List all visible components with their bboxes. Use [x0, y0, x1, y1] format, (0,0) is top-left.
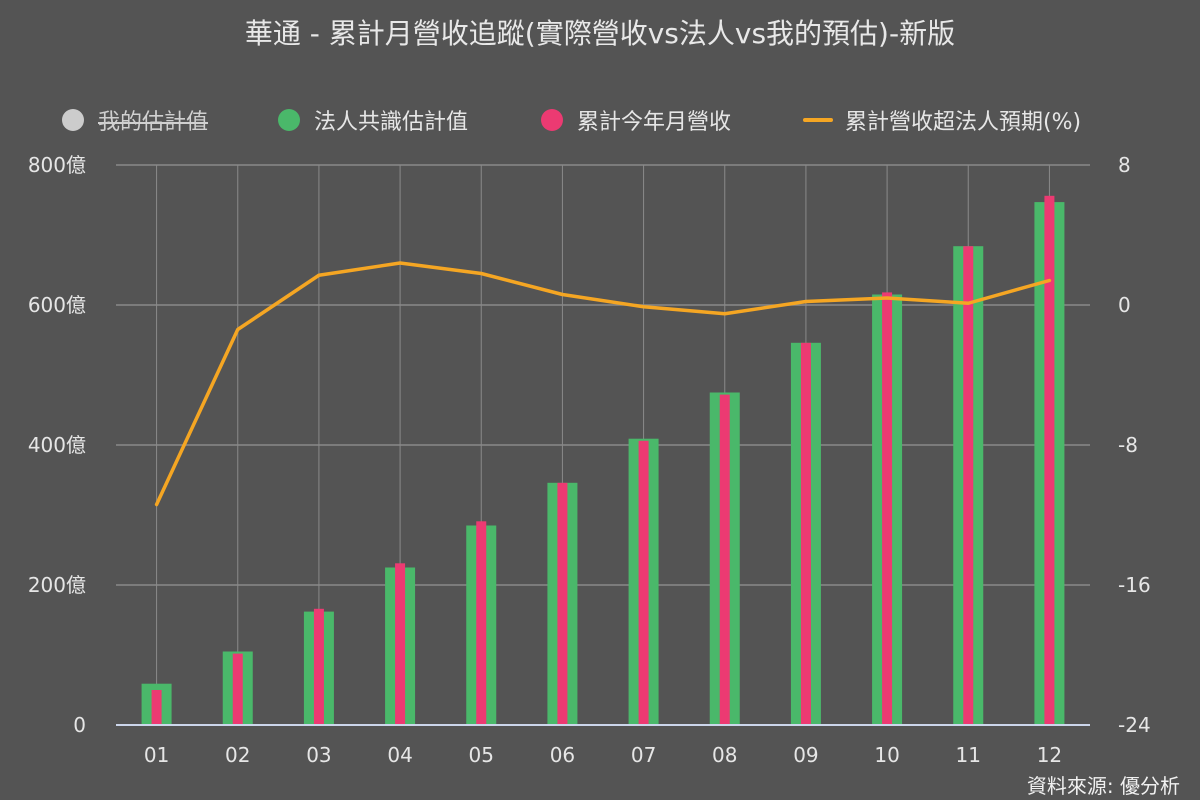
bar-actual-revenue: [476, 521, 487, 725]
legend: 我的估計值 法人共識估計值 累計今年月營收 累計營收超法人預期(%): [0, 104, 1200, 136]
legend-dot-icon: [62, 109, 84, 131]
line-beat-percent: [154, 261, 1052, 507]
bar-actual-revenue: [313, 608, 324, 725]
bar-actual-revenue: [557, 482, 568, 725]
bar-actual-revenue: [963, 246, 974, 725]
legend-label: 我的估計值: [98, 110, 209, 135]
x-axis-tick-label: 08: [712, 743, 737, 767]
right-axis-tick-label: -24: [1118, 713, 1151, 737]
bar-series: [141, 195, 1065, 726]
right-axis-tick-label: -16: [1118, 573, 1151, 597]
right-axis-tick-label: 8: [1118, 153, 1131, 177]
x-axis-tick-label: 11: [956, 743, 981, 767]
x-axis-tick-label: 05: [469, 743, 494, 767]
legend-item-actual-revenue[interactable]: 累計今年月營收: [541, 104, 731, 136]
line-series: [154, 261, 1052, 507]
bar-actual-revenue: [395, 563, 406, 725]
right-axis-tick-label: 0: [1118, 293, 1131, 317]
legend-item-consensus[interactable]: 法人共識估計值: [278, 104, 468, 136]
bar-actual-revenue: [800, 342, 811, 725]
bar-actual-revenue: [1044, 195, 1055, 726]
source-credit: 資料來源: 優分析: [1026, 774, 1180, 798]
x-axis-tick-label: 12: [1037, 743, 1062, 767]
x-axis-tick-label: 03: [306, 743, 331, 767]
bar-actual-revenue: [151, 690, 162, 725]
x-axis-tick-label: 07: [631, 743, 656, 767]
x-axis-tick-label: 06: [550, 743, 575, 767]
left-axis-tick-label: 400億: [28, 433, 86, 457]
bar-actual-revenue: [882, 292, 893, 725]
legend-label: 累計今年月營收: [577, 110, 732, 135]
x-axis-tick-label: 01: [144, 743, 169, 767]
legend-item-beat-percent[interactable]: 累計營收超法人預期(%): [803, 104, 1081, 136]
left-axis-tick-label: 800億: [28, 153, 86, 177]
legend-item-my-estimate[interactable]: 我的估計值: [62, 104, 208, 136]
legend-dot-icon: [541, 109, 563, 131]
left-axis-tick-label: 0: [73, 713, 86, 737]
left-axis-tick-label: 200億: [28, 573, 86, 597]
x-axis-tick-label: 10: [874, 743, 899, 767]
gridlines: [116, 164, 1090, 725]
left-axis-tick-label: 600億: [28, 293, 86, 317]
x-axis-tick-label: 04: [387, 743, 412, 767]
x-axis-tick-label: 02: [225, 743, 250, 767]
right-axis-tick-label: -8: [1118, 433, 1138, 457]
chart-title: 華通 - 累計月營收追蹤(實際營收vs法人vs我的預估)-新版: [244, 17, 956, 50]
legend-line-icon: [803, 118, 833, 122]
legend-dot-icon: [278, 109, 300, 131]
bar-actual-revenue: [232, 653, 243, 725]
legend-label: 累計營收超法人預期(%): [845, 110, 1082, 135]
x-axis-tick-label: 09: [793, 743, 818, 767]
bar-actual-revenue: [638, 440, 649, 725]
bar-actual-revenue: [719, 394, 730, 725]
legend-label: 法人共識估計值: [314, 110, 469, 135]
